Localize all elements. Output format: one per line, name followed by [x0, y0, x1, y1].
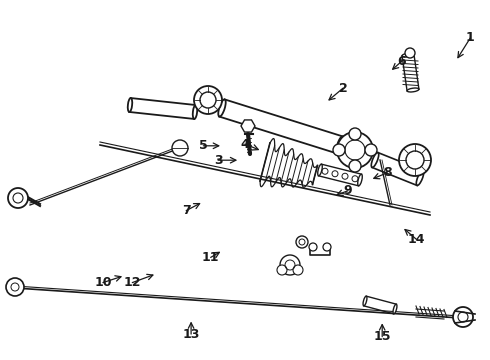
Circle shape — [172, 140, 188, 156]
Ellipse shape — [193, 105, 197, 119]
Circle shape — [8, 188, 28, 208]
Text: 9: 9 — [343, 184, 352, 197]
Circle shape — [399, 144, 431, 176]
Text: 1: 1 — [466, 31, 475, 44]
Circle shape — [6, 278, 24, 296]
Ellipse shape — [128, 98, 132, 112]
Circle shape — [453, 307, 473, 327]
Text: 5: 5 — [199, 139, 208, 152]
Circle shape — [277, 265, 287, 275]
Circle shape — [194, 86, 222, 114]
Circle shape — [349, 128, 361, 140]
Text: 6: 6 — [397, 55, 406, 68]
Ellipse shape — [402, 53, 414, 57]
Text: 15: 15 — [373, 330, 391, 343]
Circle shape — [296, 236, 308, 248]
Circle shape — [365, 144, 377, 156]
Ellipse shape — [407, 88, 419, 92]
Circle shape — [293, 265, 303, 275]
Circle shape — [349, 160, 361, 172]
Text: 13: 13 — [182, 328, 200, 341]
Text: 4: 4 — [241, 138, 249, 150]
Text: 2: 2 — [339, 82, 347, 95]
Text: 3: 3 — [214, 154, 222, 167]
Circle shape — [323, 243, 331, 251]
Ellipse shape — [393, 304, 397, 314]
Text: 14: 14 — [408, 233, 425, 246]
Ellipse shape — [371, 153, 379, 167]
Circle shape — [333, 144, 345, 156]
Ellipse shape — [218, 99, 226, 117]
Circle shape — [309, 243, 317, 251]
Ellipse shape — [358, 174, 362, 186]
Circle shape — [405, 48, 415, 58]
Circle shape — [337, 132, 373, 168]
Text: 11: 11 — [202, 251, 220, 264]
Ellipse shape — [336, 136, 343, 154]
Ellipse shape — [318, 164, 322, 176]
Text: 8: 8 — [383, 166, 392, 179]
Text: 12: 12 — [123, 276, 141, 289]
Text: 7: 7 — [182, 204, 191, 217]
Ellipse shape — [416, 171, 424, 185]
Text: 10: 10 — [94, 276, 112, 289]
Circle shape — [280, 255, 300, 275]
Ellipse shape — [363, 296, 367, 306]
